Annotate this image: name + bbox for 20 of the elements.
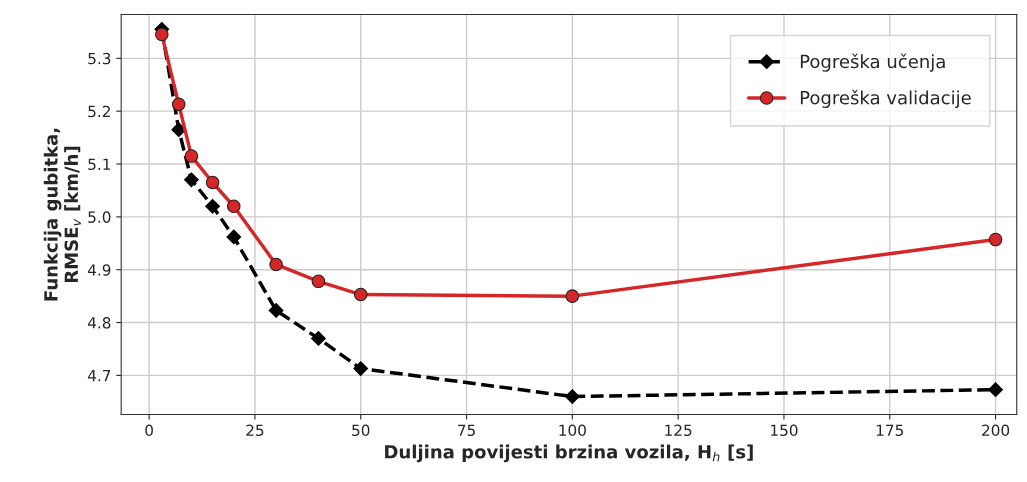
x-tick-label: 0 <box>145 424 153 437</box>
x-tick-label: 200 <box>982 424 1010 437</box>
y-tick-label: 4.7 <box>87 370 111 382</box>
y-tick-label: 5.0 <box>88 211 111 223</box>
x-tick-label: 25 <box>246 424 264 437</box>
y-tick-label: 5.1 <box>88 158 111 171</box>
y-tick-label: 5.2 <box>88 105 110 118</box>
y-tick-label: 5.3 <box>88 52 111 65</box>
y-tick-label: 4.8 <box>87 317 111 329</box>
x-tick-label: 100 <box>559 424 586 437</box>
legend-label: Pogreška validacije <box>800 89 971 108</box>
legend-label: Pogreška učenja <box>800 53 945 72</box>
x-tick-label: 175 <box>876 424 904 437</box>
x-tick-label: 75 <box>458 424 475 437</box>
x-axis-title: Duljina povijesti brzina vozila, H$_{h}$ [s] <box>385 444 753 463</box>
x-tick-label: 150 <box>771 424 798 437</box>
x-tick-label: 50 <box>352 424 370 437</box>
y-axis-title: Funkcija gubitka, RMSE$_{v}$ [km/h] <box>43 128 81 301</box>
x-tick-label: 125 <box>665 424 692 437</box>
y-tick-label: 4.9 <box>87 264 111 276</box>
